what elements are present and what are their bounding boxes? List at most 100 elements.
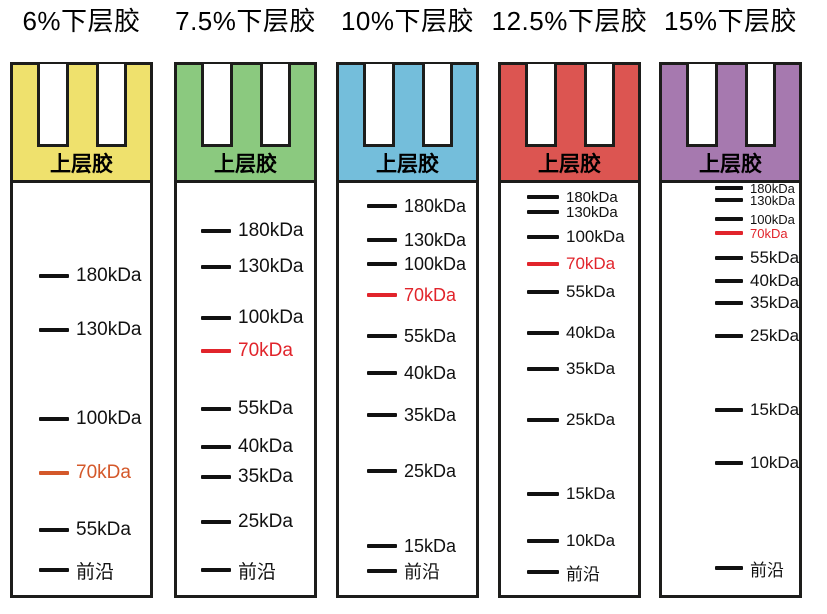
band-line — [39, 274, 69, 278]
band-label: 25kDa — [404, 460, 457, 481]
marker-band: 35kDa — [715, 292, 799, 314]
band-label: 10kDa — [566, 531, 616, 550]
gel-title: 6%下层胶 — [22, 6, 141, 36]
sample-well — [260, 64, 291, 147]
marker-band: 55kDa — [367, 325, 456, 347]
band-line — [201, 520, 231, 524]
marker-band: 35kDa — [201, 466, 293, 488]
gel-column: 上层胶 180kDa 130kDa 100kDa 70kDa 55kDa 前沿 — [10, 62, 153, 598]
band-label: 100kDa — [238, 307, 304, 328]
band-line — [39, 417, 69, 421]
band-line — [527, 235, 559, 239]
band-line — [201, 229, 231, 233]
sample-well — [201, 64, 233, 147]
marker-band: 15kDa — [527, 483, 615, 505]
band-label: 100kDa — [76, 408, 142, 429]
gel-column: 上层胶 180kDa 130kDa 100kDa 70kDa 55kDa 40kDa 35kD… — [336, 62, 479, 598]
marker-band: 55kDa — [527, 281, 615, 303]
band-label: 55kDa — [76, 519, 131, 540]
dye-front-band: 前沿 — [39, 559, 115, 583]
dye-front-band: 前沿 — [527, 561, 600, 584]
band-label: 180kDa — [76, 265, 142, 286]
sample-well — [422, 64, 453, 147]
band-label: 55kDa — [566, 282, 616, 301]
marker-band: 70kDa — [39, 462, 131, 484]
band-label: 70kDa — [404, 284, 457, 305]
band-line — [527, 492, 559, 496]
gel-title: 7.5%下层胶 — [175, 6, 316, 36]
band-label: 130kDa — [750, 192, 795, 208]
band-label: 55kDa — [238, 398, 293, 419]
marker-band: 10kDa — [527, 530, 615, 552]
band-line — [715, 231, 743, 235]
band-line — [367, 334, 397, 338]
marker-band: 55kDa — [715, 247, 799, 269]
band-label: 35kDa — [566, 359, 616, 378]
band-label: 前沿 — [750, 560, 784, 580]
marker-band: 130kDa — [39, 319, 142, 341]
band-label: 25kDa — [566, 410, 616, 429]
band-label: 130kDa — [566, 203, 618, 221]
stacking-gel-label: 上层胶 — [538, 153, 601, 176]
band-label: 70kDa — [76, 462, 131, 483]
band-line — [715, 186, 743, 190]
band-label: 130kDa — [76, 319, 142, 340]
band-line — [715, 256, 743, 260]
band-label: 40kDa — [750, 271, 800, 290]
band-line — [527, 262, 559, 266]
marker-band: 180kDa — [715, 177, 795, 199]
marker-band: 130kDa — [367, 229, 466, 251]
band-line — [39, 471, 69, 475]
stacking-gel-label: 上层胶 — [50, 153, 113, 176]
band-line — [201, 475, 231, 479]
stacking-gel: 上层胶 — [177, 64, 314, 183]
stacking-gel-label: 上层胶 — [376, 153, 439, 176]
stacking-gel: 上层胶 — [662, 64, 799, 183]
band-label: 前沿 — [76, 561, 115, 583]
stacking-gel-label: 上层胶 — [214, 153, 277, 176]
band-label: 130kDa — [404, 229, 467, 250]
band-line — [367, 569, 397, 573]
band-line — [367, 238, 397, 242]
band-line — [201, 407, 231, 411]
stacking-gel: 上层胶 — [501, 64, 638, 183]
marker-band: 40kDa — [367, 362, 456, 384]
band-line — [527, 290, 559, 294]
dye-front-band: 前沿 — [201, 559, 276, 583]
stacking-gel-label: 上层胶 — [699, 153, 762, 176]
band-line — [527, 539, 559, 543]
band-label: 55kDa — [404, 325, 457, 346]
marker-band: 25kDa — [201, 511, 293, 533]
marker-band: 25kDa — [527, 409, 615, 431]
band-line — [201, 316, 231, 320]
band-line — [715, 301, 743, 305]
marker-band: 55kDa — [39, 519, 131, 541]
sample-well — [686, 64, 718, 147]
band-label: 25kDa — [238, 511, 293, 532]
band-label: 15kDa — [566, 484, 616, 503]
band-label: 70kDa — [566, 254, 616, 273]
sample-well — [37, 64, 69, 147]
band-line — [201, 445, 231, 449]
stacking-gel: 上层胶 — [339, 64, 476, 183]
sample-well — [745, 64, 776, 147]
band-label: 70kDa — [238, 340, 293, 361]
band-line — [39, 328, 69, 332]
gel-column: 上层胶 180kDa 130kDa 100kDa 70kDa 55kDa 40kDa 35kD… — [498, 62, 641, 598]
dye-front-band: 前沿 — [367, 560, 440, 582]
band-label: 100kDa — [750, 211, 795, 227]
band-label: 前沿 — [566, 564, 600, 584]
band-label: 15kDa — [404, 535, 457, 556]
sample-well — [584, 64, 615, 147]
marker-band: 40kDa — [201, 436, 293, 458]
marker-band: 15kDa — [367, 535, 456, 557]
band-label: 180kDa — [566, 188, 618, 206]
marker-band: 25kDa — [367, 460, 456, 482]
marker-band: 35kDa — [527, 358, 615, 380]
band-label: 100kDa — [566, 227, 625, 246]
marker-band: 55kDa — [201, 398, 293, 420]
band-label: 100kDa — [404, 253, 467, 274]
band-label: 35kDa — [238, 466, 293, 487]
band-line — [715, 461, 743, 465]
marker-band: 10kDa — [715, 452, 799, 474]
